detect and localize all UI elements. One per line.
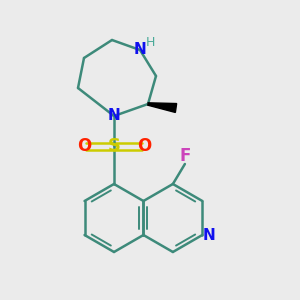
Text: N: N [203, 227, 216, 242]
Text: O: O [137, 137, 151, 155]
Text: H: H [145, 35, 155, 49]
Text: S: S [107, 137, 121, 155]
Polygon shape [148, 103, 177, 112]
Text: N: N [134, 43, 146, 58]
Text: N: N [108, 109, 120, 124]
Text: F: F [179, 147, 190, 165]
Text: O: O [77, 137, 91, 155]
